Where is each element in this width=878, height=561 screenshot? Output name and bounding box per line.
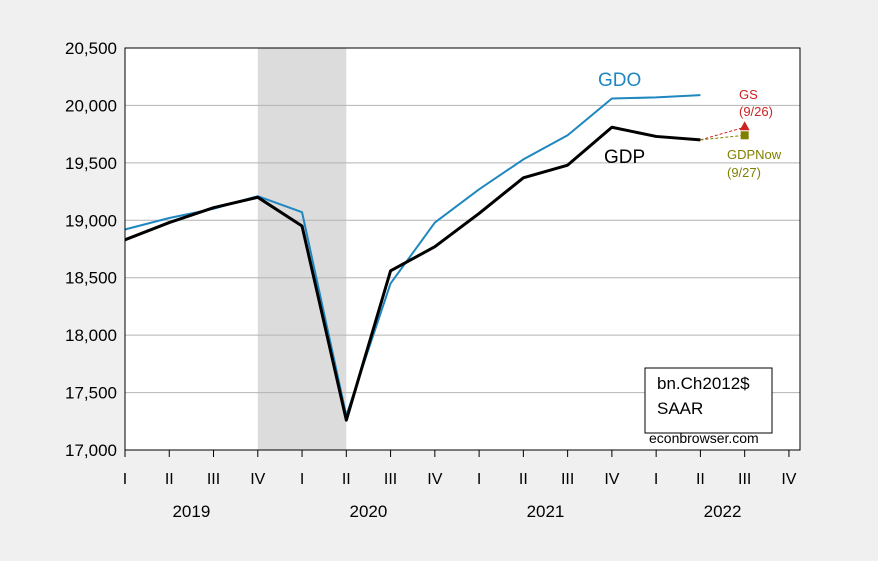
plot-frame bbox=[124, 47, 801, 451]
y-tick-label: 17,500 bbox=[65, 384, 117, 403]
y-tick-label: 18,000 bbox=[65, 326, 117, 345]
quarter-label: II bbox=[519, 471, 528, 488]
forecast-date-gdpnow: (9/27) bbox=[727, 165, 761, 180]
quarter-label: III bbox=[207, 471, 220, 488]
quarter-label: IV bbox=[604, 471, 619, 488]
year-label: 2020 bbox=[350, 502, 388, 521]
year-label: 2022 bbox=[704, 502, 742, 521]
forecast-label-gs: GS bbox=[739, 87, 758, 102]
units-line-1: bn.Ch2012$ bbox=[657, 374, 750, 393]
quarter-label: I bbox=[123, 471, 127, 488]
recession-shading-layer bbox=[257, 48, 347, 450]
series-layer bbox=[124, 94, 750, 422]
y-tick-label: 20,500 bbox=[65, 39, 117, 58]
quarter-label: I bbox=[300, 471, 304, 488]
quarter-label: III bbox=[738, 471, 751, 488]
quarter-label: II bbox=[696, 471, 705, 488]
quarter-label: III bbox=[384, 471, 397, 488]
forecast-marker-gs bbox=[739, 121, 750, 131]
year-label: 2019 bbox=[172, 502, 210, 521]
quarter-label: II bbox=[342, 471, 351, 488]
y-tick-label: 18,500 bbox=[65, 269, 117, 288]
quarter-label: III bbox=[561, 471, 574, 488]
gridlines bbox=[125, 104, 800, 394]
units-box-frame bbox=[644, 367, 773, 434]
year-label: 2021 bbox=[527, 502, 565, 521]
recession-shade bbox=[257, 48, 347, 450]
quarter-label: I bbox=[654, 471, 658, 488]
quarter-label: I bbox=[477, 471, 481, 488]
units-box: bn.Ch2012$ SAAR bbox=[644, 367, 773, 434]
quarter-label: IV bbox=[250, 471, 265, 488]
series-line-gdp bbox=[124, 125, 701, 422]
quarter-label: II bbox=[165, 471, 174, 488]
x-axis-year-labels: 2019 2020 2021 2022 bbox=[172, 502, 741, 521]
y-tick-label: 19,500 bbox=[65, 154, 117, 173]
y-tick-label: 19,000 bbox=[65, 211, 117, 230]
units-line-2: SAAR bbox=[657, 399, 703, 418]
forecast-marker-gdpnow bbox=[740, 131, 749, 140]
quarter-label: IV bbox=[427, 471, 442, 488]
forecast-connector-gdpnow bbox=[700, 134, 745, 141]
series-labels: GDO GDP GS (9/26) GDPNow (9/27) bbox=[598, 70, 782, 180]
y-axis-labels: 17,000 17,500 18,000 18,500 19,000 19,500 20,0… bbox=[65, 39, 117, 460]
forecast-date-gs: (9/26) bbox=[739, 104, 773, 119]
tick-marks bbox=[124, 450, 790, 457]
quarter-label: IV bbox=[781, 471, 796, 488]
forecast-label-gdpnow: GDPNow bbox=[727, 147, 782, 162]
x-axis-quarter-labels: I II III IV I II III IV I II III IV I II III IV bbox=[123, 471, 797, 488]
forecast-connector-gs bbox=[700, 126, 745, 141]
y-tick-label: 20,000 bbox=[65, 96, 117, 115]
source-label: econbrowser.com bbox=[649, 430, 759, 446]
series-label-gdp: GDP bbox=[604, 147, 645, 168]
y-tick-label: 17,000 bbox=[65, 441, 117, 460]
series-label-gdo: GDO bbox=[598, 70, 641, 91]
